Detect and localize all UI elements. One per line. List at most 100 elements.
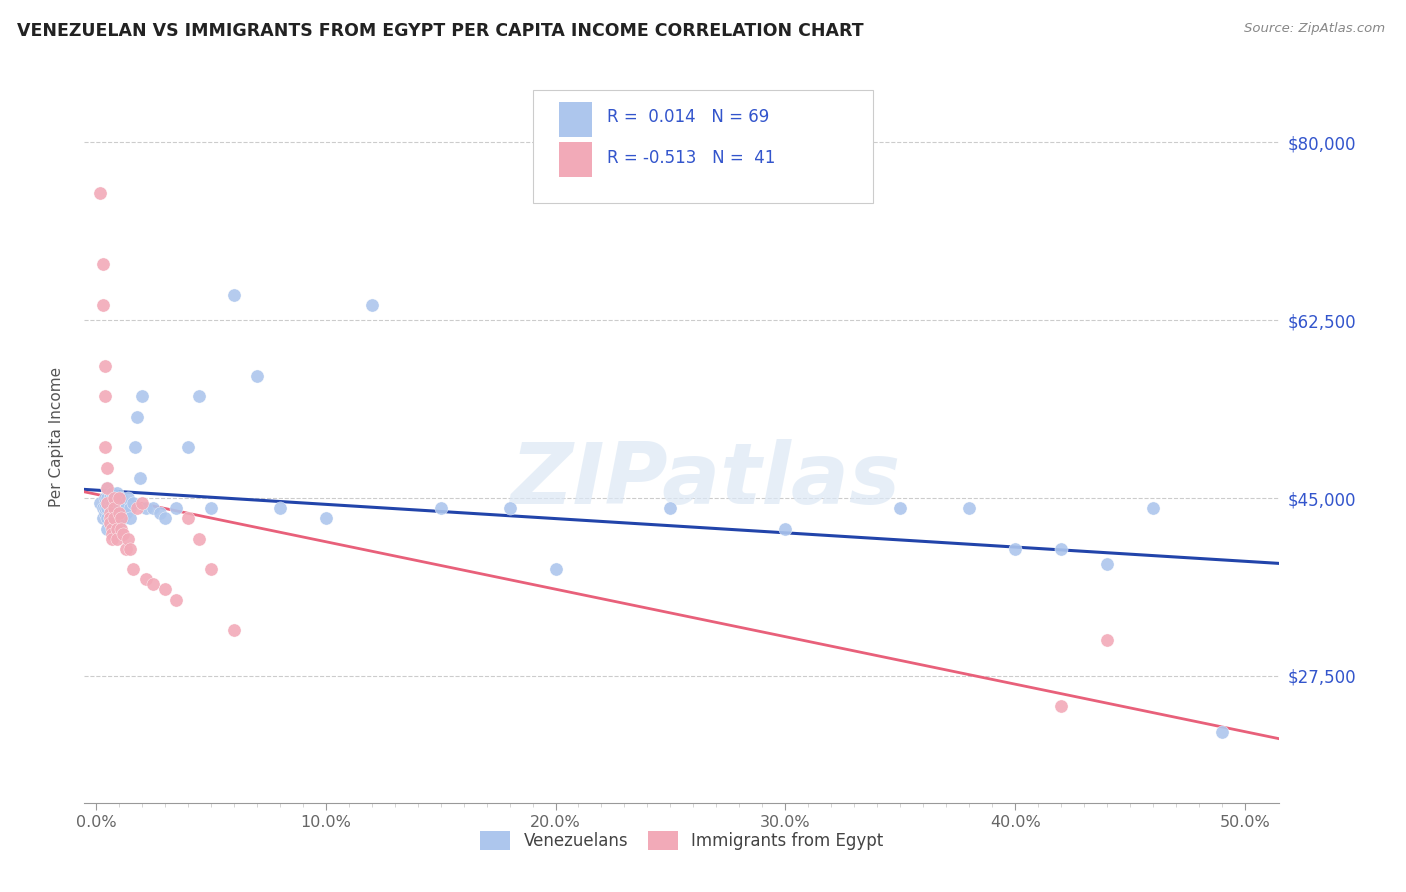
Point [96,501,118,516]
Point [98,491,121,505]
Point [101,526,124,541]
Point [103,491,125,505]
Point [1050,699,1073,714]
Point [498,501,520,516]
Point [112,511,135,525]
Point [105,511,128,525]
Point [120,501,142,516]
Point [120,511,142,525]
Point [135,501,157,516]
Point [188,532,211,546]
Point [153,582,176,597]
Point [142,501,165,516]
Point [269,501,291,516]
Point [96,481,118,495]
Point [127,409,149,424]
Point [96,511,118,525]
Point [659,501,682,516]
Point [108,516,131,531]
Point [103,506,125,520]
Point [121,496,143,510]
Point [91,501,114,516]
Point [98,511,121,525]
Y-axis label: Per Capita Income: Per Capita Income [49,367,63,508]
Point [98,516,121,531]
Point [222,288,245,302]
Point [222,623,245,637]
Point [177,511,200,525]
Point [101,506,124,520]
FancyBboxPatch shape [533,90,873,203]
Point [91,257,114,271]
Point [108,491,131,505]
Legend: Venezuelans, Immigrants from Egypt: Venezuelans, Immigrants from Egypt [474,824,890,856]
Point [165,592,187,607]
Point [91,298,114,312]
Point [149,506,172,520]
Point [114,541,136,556]
Point [127,501,149,516]
Point [131,389,153,403]
Point [89,186,111,201]
Point [114,501,136,516]
Text: R = -0.513   N =  41: R = -0.513 N = 41 [606,149,775,167]
Point [96,491,118,505]
Point [315,511,337,525]
Point [957,501,980,516]
Point [96,496,118,510]
Point [101,486,124,500]
Point [103,521,125,535]
Point [105,496,128,510]
Point [105,532,128,546]
Point [124,440,146,454]
Point [112,496,135,510]
Point [94,491,117,505]
Point [131,496,153,510]
Point [1142,501,1164,516]
Point [108,506,131,520]
Point [108,506,131,520]
Point [94,506,117,520]
Point [94,389,117,403]
Point [105,486,128,500]
Point [775,521,797,535]
Point [101,496,124,510]
Point [94,359,117,373]
Point [246,369,269,384]
Text: R =  0.014   N = 69: R = 0.014 N = 69 [606,109,769,127]
Point [360,298,382,312]
Point [429,501,451,516]
Point [153,511,176,525]
Point [91,511,114,525]
Point [200,501,222,516]
Point [544,562,567,576]
Point [165,501,187,516]
FancyBboxPatch shape [558,143,592,178]
Point [96,481,118,495]
Point [142,577,165,591]
Point [101,521,124,535]
Point [117,491,139,505]
Point [112,526,135,541]
Point [177,440,200,454]
FancyBboxPatch shape [558,102,592,137]
Point [101,532,124,546]
Text: ZIPatlas: ZIPatlas [510,440,901,523]
Point [188,389,211,403]
Point [103,511,125,525]
Point [105,521,128,535]
Point [128,471,150,485]
Point [101,501,124,516]
Point [98,501,121,516]
Point [1004,541,1026,556]
Point [120,541,142,556]
Point [98,511,121,525]
Point [110,521,132,535]
Point [1211,724,1233,739]
Point [117,532,139,546]
Point [96,521,118,535]
Point [94,501,117,516]
Point [889,501,911,516]
Point [200,562,222,576]
Point [1050,541,1073,556]
